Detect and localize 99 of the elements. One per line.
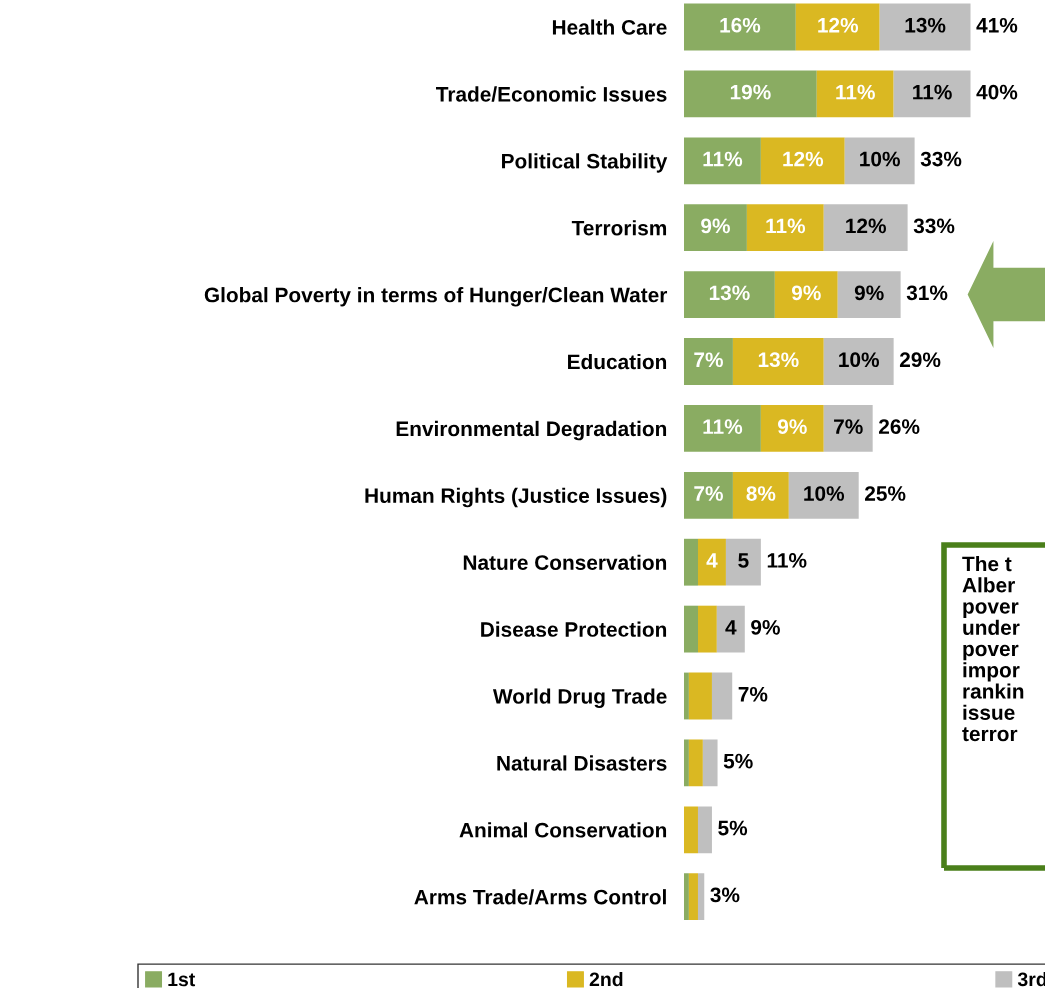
bar <box>684 538 698 586</box>
bar <box>893 70 971 118</box>
y-tick-label: Trade/Economic Issues <box>436 86 667 102</box>
y-tick-label: Global Poverty in terms of Hunger/Clean Water <box>204 287 668 307</box>
bar <box>684 806 698 854</box>
data-label: 7% <box>694 486 723 501</box>
total-label: 29% <box>899 352 941 368</box>
bar <box>684 137 761 185</box>
total-label: 9% <box>751 619 780 635</box>
bar <box>684 70 817 118</box>
data-label: 19% <box>730 84 771 100</box>
y-tick-label: Human Rights (Justice Issues) <box>365 487 667 508</box>
y-tick-label: Natural Disasters <box>497 755 667 771</box>
bar <box>746 204 824 252</box>
total-label: 31% <box>906 285 948 301</box>
data-label: 5 <box>738 553 749 568</box>
data-label: 4 <box>725 620 737 635</box>
bar <box>732 471 789 519</box>
total-label: 7% <box>738 686 768 702</box>
data-label: 9% <box>701 218 730 234</box>
data-label: 11% <box>703 151 743 167</box>
total-label: 5% <box>718 820 748 836</box>
data-label: 13% <box>709 285 750 301</box>
data-label: 8% <box>746 486 776 501</box>
data-label: 11% <box>766 218 806 234</box>
y-tick-label: Terrorism <box>571 220 667 236</box>
bar <box>725 538 761 586</box>
bar <box>795 3 880 51</box>
total-label: 25% <box>865 486 906 501</box>
data-label: 4 <box>706 553 718 568</box>
text: The t Alber pover under pover impor rankin issue terror <box>962 556 1024 742</box>
bar <box>697 538 726 586</box>
total-label: 33% <box>920 151 962 167</box>
data-label: 9% <box>777 419 807 434</box>
bar <box>760 137 845 185</box>
bar <box>684 873 689 921</box>
bar <box>837 271 901 319</box>
bar <box>688 672 712 720</box>
bar <box>688 739 703 787</box>
data-label: 10% <box>839 352 879 368</box>
bar <box>684 404 761 452</box>
bar <box>688 873 698 921</box>
bar <box>823 404 873 452</box>
y-tick-label: Political Stability <box>502 153 668 173</box>
data-label: 12% <box>846 218 886 234</box>
bar <box>684 3 796 51</box>
bar <box>697 605 717 653</box>
data-label: 9% <box>854 285 884 301</box>
data-label: 13% <box>905 17 946 33</box>
data-label: 12% <box>783 151 824 167</box>
bar <box>823 338 894 385</box>
y-tick-label: Education <box>568 353 667 370</box>
data-label: 11% <box>703 419 743 434</box>
bar <box>816 70 894 118</box>
bar <box>879 3 971 51</box>
bar <box>684 672 689 720</box>
data-label: 7% <box>694 352 723 368</box>
total-label: 40% <box>976 84 1018 100</box>
bar <box>697 806 712 854</box>
total-label: 5% <box>723 753 753 769</box>
total-label: 11% <box>767 553 807 568</box>
data-label: 12% <box>818 17 859 33</box>
legend-label: 1st <box>168 972 196 987</box>
bar <box>684 605 698 653</box>
bar <box>774 271 838 319</box>
data-label: 7% <box>834 419 863 434</box>
data-label: 10% <box>804 486 845 501</box>
data-label: 13% <box>758 352 799 368</box>
bar <box>760 404 824 452</box>
total-label: 41% <box>976 17 1018 33</box>
y-tick-label: Disease Protection <box>481 621 667 637</box>
y-tick-label: Arms Trade/Arms Control <box>414 889 666 905</box>
bar <box>732 338 824 385</box>
bar <box>684 271 775 319</box>
bar <box>684 739 689 787</box>
bar <box>711 672 733 720</box>
legend-label: 2nd <box>589 971 623 987</box>
y-tick-label: Environmental Degradation <box>396 420 667 441</box>
bar <box>823 204 908 252</box>
bar <box>844 137 915 185</box>
data-label: 9% <box>791 285 821 301</box>
total-label: 26% <box>878 419 920 434</box>
total-label: 33% <box>913 218 955 234</box>
y-tick-label: Health Care <box>552 19 667 35</box>
y-tick-label: Nature Conservation <box>463 554 667 570</box>
bar <box>684 338 733 385</box>
data-label: 11% <box>913 84 952 100</box>
total-label: 3% <box>710 887 740 903</box>
bar <box>788 471 859 519</box>
data-label: 10% <box>860 151 900 167</box>
y-tick-label: World Drug Trade <box>492 688 667 708</box>
bar <box>702 739 718 787</box>
data-label: 11% <box>836 84 875 100</box>
y-tick-label: Animal Conservation <box>459 822 667 838</box>
data-label: 16% <box>720 17 761 33</box>
bar <box>684 471 733 519</box>
bar <box>697 873 705 921</box>
bar <box>684 204 747 252</box>
bar <box>716 605 745 653</box>
